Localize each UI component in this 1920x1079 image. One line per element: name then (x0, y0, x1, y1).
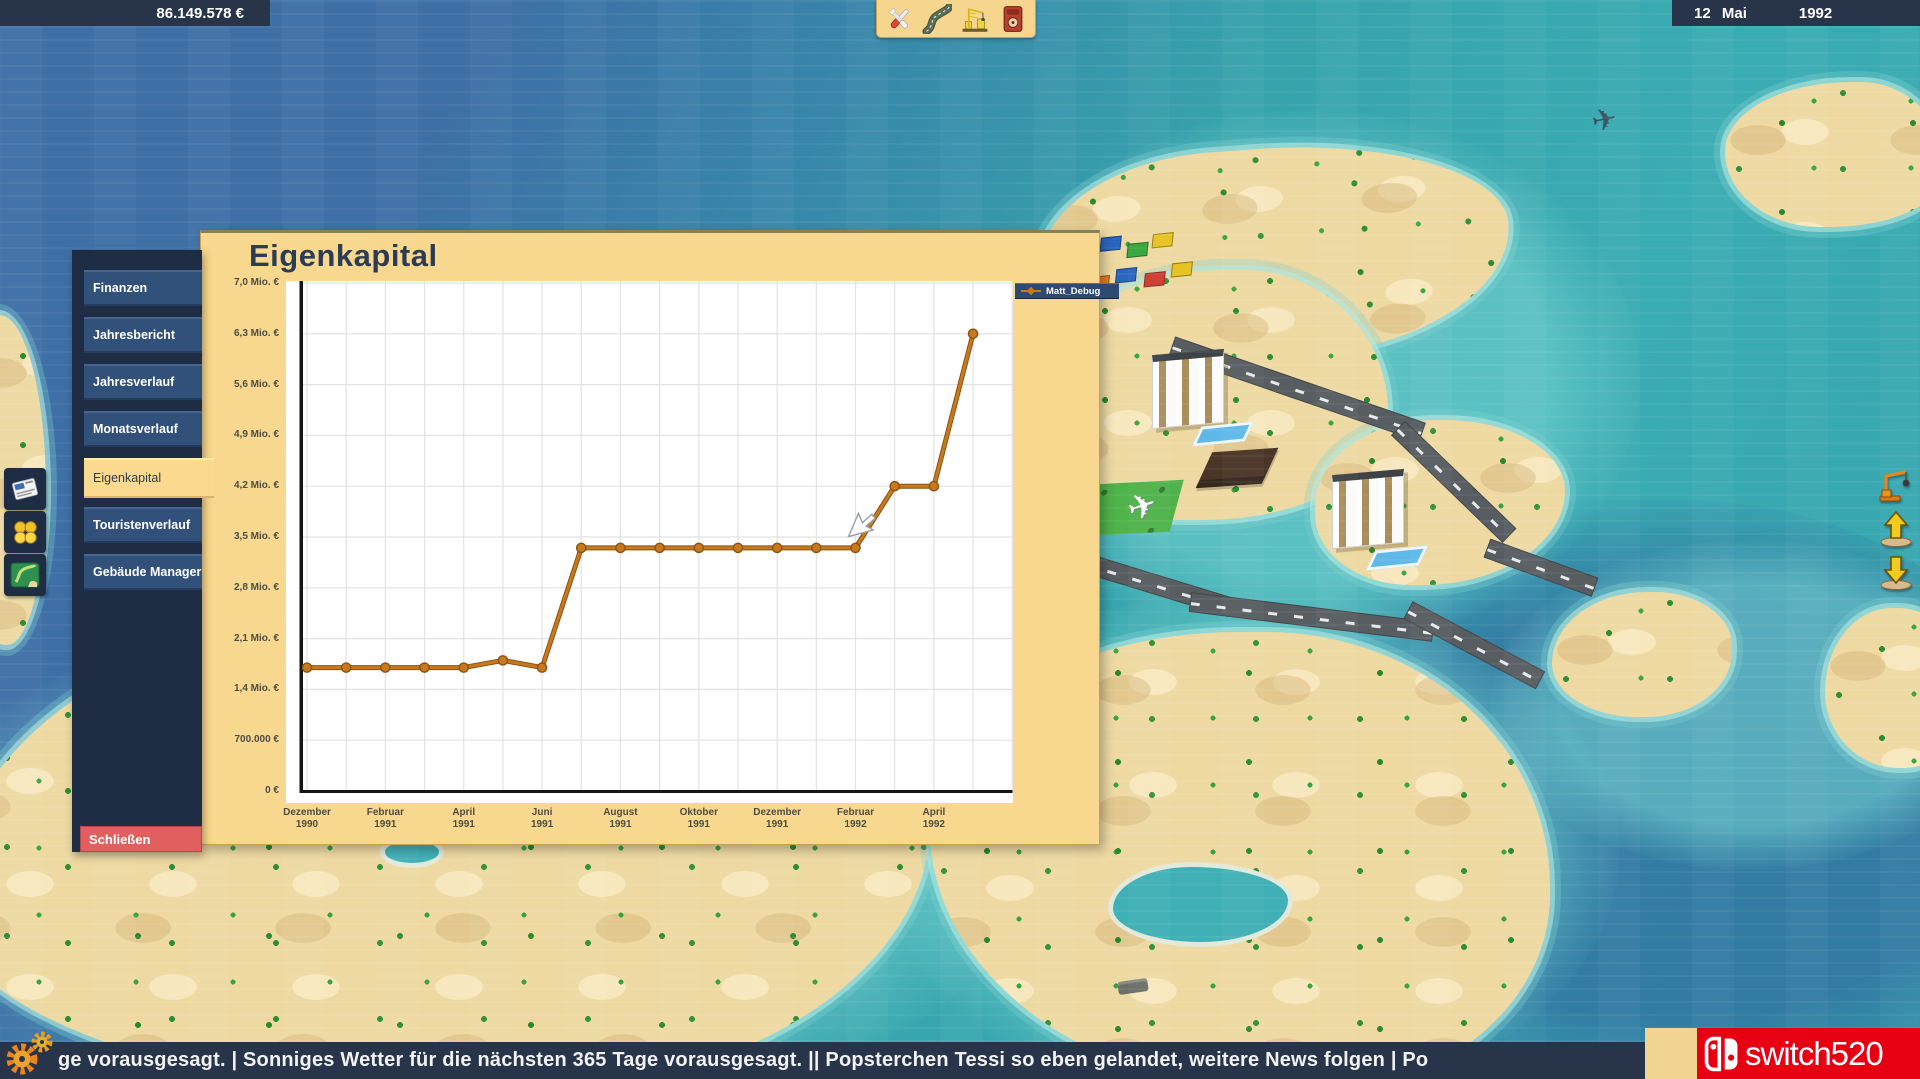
sidebar-item-jahresbericht[interactable]: Jahresbericht (84, 317, 202, 353)
watermark: switch520 (1697, 1028, 1920, 1079)
minimap-icon[interactable] (4, 554, 46, 596)
x-axis-tick: August 1991 (603, 807, 638, 830)
island (1725, 82, 1920, 227)
dark-airplane-icon: ✈ (1588, 101, 1621, 140)
chart-point (967, 328, 979, 340)
y-axis-tick: 7,0 Mio. € (233, 277, 279, 288)
chart-point (575, 542, 587, 554)
sidebar-item-eigenkapital[interactable]: Eigenkapital (84, 458, 214, 498)
legend-label: Matt_Debug (1046, 285, 1101, 297)
date-day-month: 12 Mai (1694, 4, 1747, 22)
chart-legend[interactable]: Matt_Debug (1015, 283, 1119, 299)
equity-chart (286, 281, 1013, 803)
chart-point (850, 542, 861, 554)
chart-point (340, 662, 352, 673)
equity-chart-svg (299, 281, 1013, 793)
finance-icon[interactable] (4, 511, 46, 553)
island (1552, 592, 1732, 717)
chart-point (458, 662, 470, 673)
chart-point (615, 542, 626, 554)
y-axis-tick: 2,8 Mio. € (233, 581, 279, 593)
y-axis-tick: 6,3 Mio. € (233, 327, 279, 339)
hotel-building (1152, 348, 1224, 430)
demolish-crane-icon[interactable] (1874, 462, 1918, 506)
sidebar-item-monatsverlauf[interactable]: Monatsverlauf (84, 411, 202, 447)
y-axis-tick: 4,9 Mio. € (233, 429, 279, 441)
x-axis-tick: April 1992 (922, 807, 946, 830)
x-axis-tick: Oktober 1991 (679, 807, 718, 830)
chart-point (536, 662, 548, 673)
y-axis-tick: 2,1 Mio. € (233, 632, 279, 644)
y-axis-tick: 4,2 Mio. € (233, 480, 279, 492)
y-axis-tick: 1,4 Mio. € (233, 683, 279, 695)
lower-land-icon[interactable] (1874, 548, 1918, 592)
chart-point (654, 542, 665, 554)
date-display: 12 Mai 1992 (1672, 0, 1920, 26)
x-axis-tick: Dezember 1991 (753, 807, 802, 830)
construction-icon[interactable] (958, 3, 992, 35)
legend-line-icon (1021, 286, 1041, 296)
y-axis-tick: 5,6 Mio. € (233, 378, 279, 390)
y-axis-labels: 7,0 Mio. € 6,3 Mio. € 5,6 Mio. € 4,9 Mio. €… (201, 277, 282, 803)
watermark-text: switch520 (1745, 1034, 1884, 1072)
chart-point (419, 662, 430, 673)
x-axis-tick: April 1991 (452, 807, 476, 830)
chart-point (928, 480, 940, 492)
chart-point (889, 480, 901, 492)
money-display: 86.149.578 € (0, 0, 270, 26)
chart-point (301, 662, 313, 673)
hotel-building (1332, 468, 1404, 550)
y-axis-tick: 700.000 € (234, 734, 280, 746)
date-year: 1992 (1798, 4, 1833, 22)
chart-point (497, 655, 509, 666)
sidebar-item-gebaeude-manager[interactable]: Gebäude Manager (84, 554, 202, 590)
sidebar-item-jahresverlauf[interactable]: Jahresverlauf (84, 364, 202, 400)
x-axis-tick: Juni 1991 (530, 807, 554, 830)
tools-icon[interactable] (882, 3, 916, 35)
news-icon[interactable] (4, 468, 46, 510)
news-ticker: ge vorausgesagt. | Sonniges Wetter für d… (0, 1042, 1920, 1079)
money-value: 86.149.578 € (156, 4, 244, 22)
ticker-text: ge vorausgesagt. | Sonniges Wetter für d… (58, 1049, 1429, 1071)
build-toolbar (876, 0, 1036, 38)
equity-panel: Eigenkapital 7,0 Mio. € 6,3 Mio. € 5,6 Mio… (200, 230, 1119, 845)
x-axis-tick: Februar 1991 (366, 807, 404, 830)
close-button[interactable]: Schließen (80, 826, 202, 852)
lagoon (1108, 862, 1293, 947)
chart-point (811, 542, 822, 554)
raise-land-icon[interactable] (1874, 506, 1918, 550)
y-axis-tick: 0 € (265, 785, 279, 796)
x-axis-tick: Februar 1992 (836, 807, 875, 830)
chart-point (380, 662, 391, 673)
gear-icon (4, 1030, 58, 1078)
chart-point (732, 542, 744, 554)
y-axis-tick: 3,5 Mio. € (233, 531, 279, 542)
x-axis-labels: Dezember 1990 Februar 1991 April 1991 Juni 1991… (283, 807, 1013, 839)
x-axis-tick: Dezember 1990 (283, 807, 331, 830)
page-title: Eigenkapital (249, 238, 438, 273)
switch-logo-icon (1704, 1036, 1738, 1071)
catalog-icon[interactable] (996, 3, 1030, 35)
finance-sidebar: Finanzen Jahresbericht Jahresverlauf Mon… (72, 250, 214, 852)
watermark-spacer (1645, 1028, 1697, 1079)
sidebar-item-finanzen[interactable]: Finanzen (84, 270, 202, 306)
chart-point (771, 542, 783, 554)
sidebar-item-touristenverlauf[interactable]: Touristenverlauf (84, 507, 202, 543)
road-icon[interactable] (920, 3, 954, 35)
chart-point (693, 542, 705, 554)
